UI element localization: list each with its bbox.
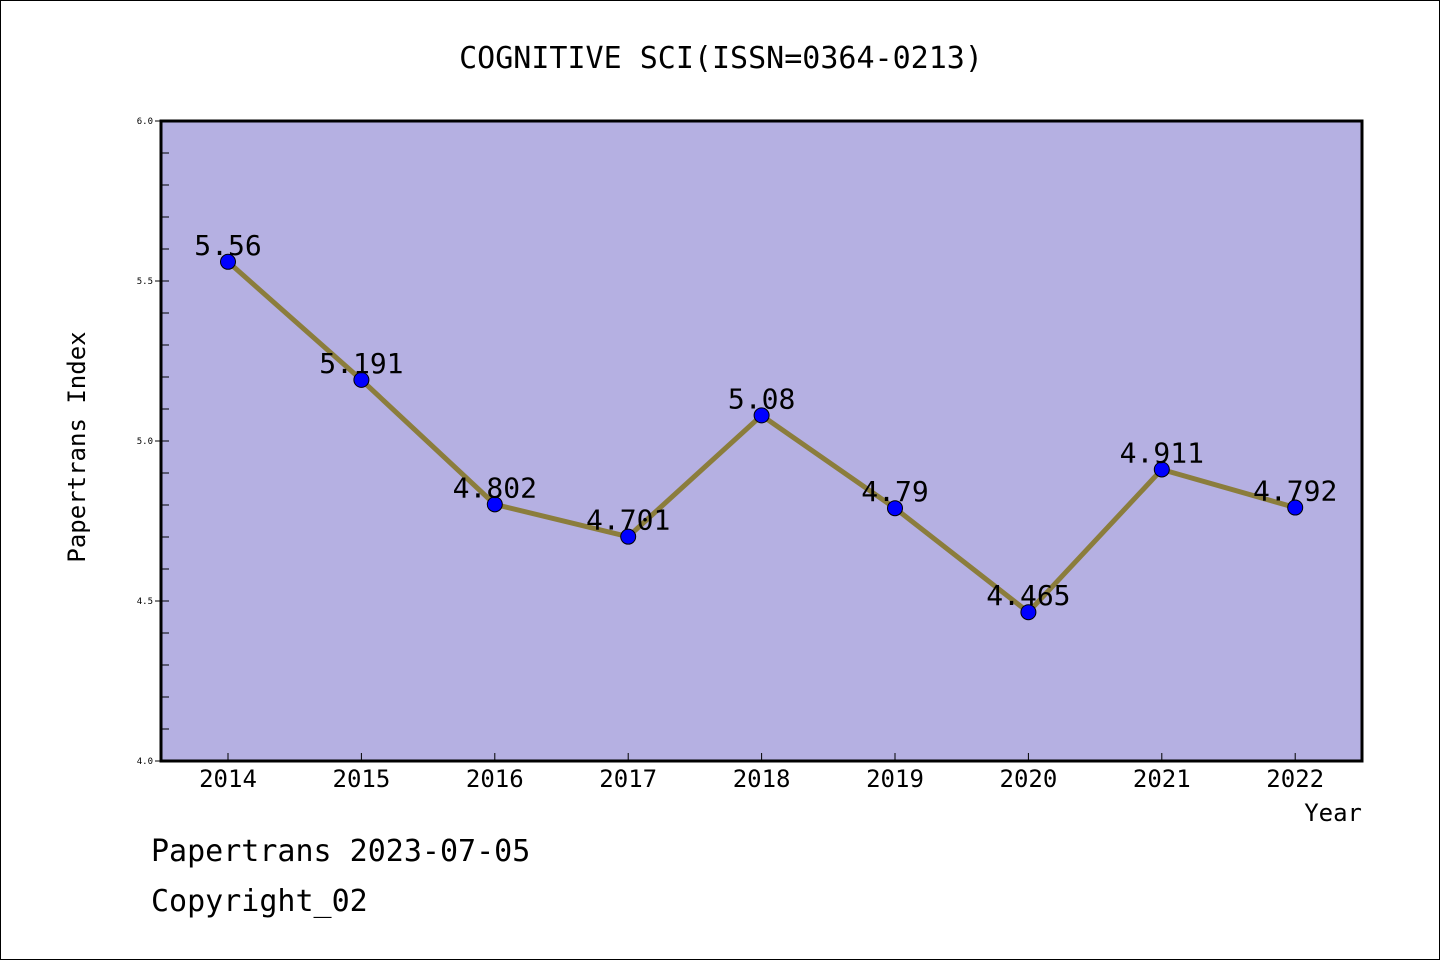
series-layer: 5.56 5.191 4.802 4.701 5.08 4.79 4.465 4.911 4.7… [194, 229, 1337, 621]
data-point [486, 496, 503, 513]
x-tick-label: 2022 [1266, 765, 1324, 793]
data-label: 5.08 [728, 382, 795, 415]
y-axis-label: Papertrans Index [63, 331, 91, 562]
plot-area [161, 121, 1362, 761]
data-label: 5.56 [194, 229, 261, 262]
x-tick-label: 2019 [866, 765, 924, 793]
data-point [887, 500, 903, 517]
x-axis-label: Year [1304, 799, 1362, 827]
data-label: 4.79 [861, 475, 928, 508]
data-point [353, 371, 370, 388]
data-point [1020, 604, 1037, 621]
plot-border [159, 119, 1364, 763]
x-tick-label: 2015 [333, 765, 391, 793]
data-point [620, 528, 637, 545]
data-point [1153, 461, 1170, 478]
x-tick-label: 2016 [466, 765, 524, 793]
x-tick-label: 2017 [599, 765, 657, 793]
data-label: 5.191 [319, 347, 403, 380]
y-tick-label: 5.5 [137, 277, 153, 287]
y-tick-label: 4.5 [137, 597, 153, 607]
x-axis: 2014 2015 2016 2017 2018 2019 2020 2021 2022 [199, 753, 1324, 793]
x-tick-label: 2018 [733, 765, 791, 793]
footer-date: Papertrans 2023-07-05 [151, 834, 531, 869]
y-tick-label: 6.0 [137, 117, 153, 127]
data-label: 4.802 [453, 471, 537, 504]
y-tick-label: 4.0 [137, 757, 153, 767]
x-tick-label: 2021 [1133, 765, 1191, 793]
x-tick-label: 2014 [199, 765, 257, 793]
data-label: 4.911 [1120, 436, 1204, 469]
footer-copyright: Copyright_02 [151, 884, 368, 919]
data-point [220, 253, 236, 270]
chart-title: COGNITIVE SCI(ISSN=0364-0213) [459, 41, 983, 76]
x-tick-label: 2020 [1000, 765, 1058, 793]
data-label: 4.465 [986, 579, 1070, 612]
data-label: 4.701 [586, 504, 670, 537]
data-label: 4.792 [1253, 475, 1337, 508]
data-point [1287, 499, 1304, 516]
y-tick-label: 5.0 [137, 437, 153, 447]
data-point [753, 407, 770, 424]
